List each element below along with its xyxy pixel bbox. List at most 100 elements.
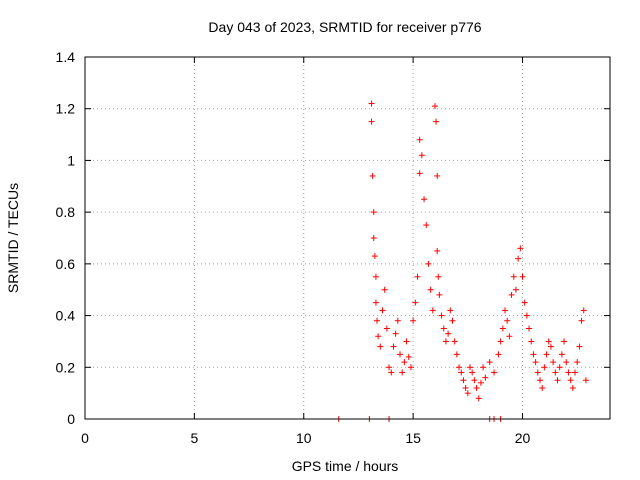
data-point	[429, 307, 436, 314]
data-point	[399, 369, 406, 376]
data-point	[371, 253, 378, 260]
data-point	[523, 312, 530, 319]
data-point	[447, 307, 454, 314]
data-point	[449, 317, 456, 324]
data-point	[565, 369, 572, 376]
data-point	[372, 299, 379, 306]
data-point	[517, 245, 524, 252]
data-point	[386, 364, 393, 371]
data-point	[427, 286, 434, 293]
data-point	[550, 359, 557, 366]
data-point	[464, 390, 471, 397]
data-point	[397, 351, 403, 358]
data-point	[456, 364, 463, 371]
data-point	[545, 338, 552, 345]
data-point	[375, 333, 382, 340]
data-point	[370, 235, 377, 241]
data-point	[462, 384, 469, 391]
x-tick-label: 10	[296, 430, 312, 446]
data-point	[537, 377, 543, 384]
data-point	[532, 359, 539, 366]
data-point	[416, 136, 423, 143]
data-point	[506, 333, 513, 340]
data-point	[394, 317, 401, 324]
y-axis-label: SRMTID / TECUs	[5, 183, 21, 293]
data-point	[526, 325, 533, 332]
data-point	[414, 273, 421, 280]
data-point	[574, 359, 581, 366]
data-point	[438, 312, 445, 319]
data-point	[436, 291, 443, 298]
data-point	[369, 172, 376, 179]
x-tick-label: 20	[515, 430, 531, 446]
x-axis-label: GPS time / hours	[292, 458, 399, 474]
data-point	[401, 359, 408, 366]
x-tick-label: 5	[190, 430, 198, 446]
y-tick-label: 0.4	[56, 308, 76, 324]
data-point	[423, 222, 430, 229]
data-point	[445, 330, 452, 337]
data-point	[480, 364, 487, 371]
data-point	[368, 100, 375, 107]
data-point	[530, 351, 537, 358]
data-point	[580, 307, 587, 314]
data-point	[534, 369, 541, 376]
data-point	[504, 317, 511, 324]
data-point	[368, 118, 375, 125]
data-point	[477, 379, 484, 386]
data-point	[388, 369, 395, 376]
data-point	[433, 118, 440, 125]
y-tick-label: 0.6	[56, 256, 76, 272]
data-point	[519, 273, 526, 280]
data-point	[390, 343, 397, 350]
data-points-layer	[335, 100, 589, 422]
data-point	[374, 317, 381, 324]
grid-layer	[85, 57, 610, 419]
data-point	[421, 196, 428, 203]
data-point	[521, 299, 528, 306]
data-point	[576, 343, 583, 350]
y-tick-label: 0	[67, 411, 75, 427]
data-point	[556, 364, 563, 371]
axis-layer: 0 0.2 0.4 0.6 0.8 1 1.2 1.4 0 5 10 15 20	[56, 49, 610, 446]
data-point	[582, 377, 589, 384]
data-point	[508, 291, 515, 298]
data-point	[418, 152, 425, 159]
chart-title: Day 043 of 2023, SRMTID for receiver p77…	[208, 19, 481, 35]
data-point	[435, 273, 442, 280]
data-point	[554, 377, 561, 384]
data-point	[440, 325, 447, 332]
data-point	[453, 351, 460, 358]
data-point	[425, 260, 432, 267]
data-point	[392, 330, 399, 337]
data-point	[469, 369, 476, 376]
data-point	[567, 377, 574, 384]
data-point	[528, 338, 535, 345]
data-point	[370, 209, 377, 216]
data-point	[442, 338, 449, 345]
y-tick-label: 0.8	[56, 204, 76, 220]
data-point	[460, 377, 467, 384]
y-tick-label: 1	[67, 152, 75, 168]
data-point	[381, 286, 388, 293]
data-point	[510, 273, 517, 280]
data-point	[572, 369, 578, 376]
data-point	[563, 359, 570, 366]
data-point	[569, 384, 576, 391]
data-point	[482, 374, 489, 381]
x-tick-label: 15	[405, 430, 421, 446]
data-point	[578, 317, 585, 324]
data-point	[434, 172, 441, 179]
data-point	[405, 353, 412, 360]
data-point	[407, 364, 414, 371]
data-point	[434, 247, 441, 254]
data-point	[458, 369, 465, 376]
data-point	[491, 369, 498, 376]
data-point	[379, 307, 386, 314]
data-point	[502, 307, 508, 314]
data-point	[471, 377, 478, 384]
y-tick-label: 1.2	[56, 101, 76, 117]
data-point	[558, 351, 565, 358]
data-point	[475, 395, 482, 402]
